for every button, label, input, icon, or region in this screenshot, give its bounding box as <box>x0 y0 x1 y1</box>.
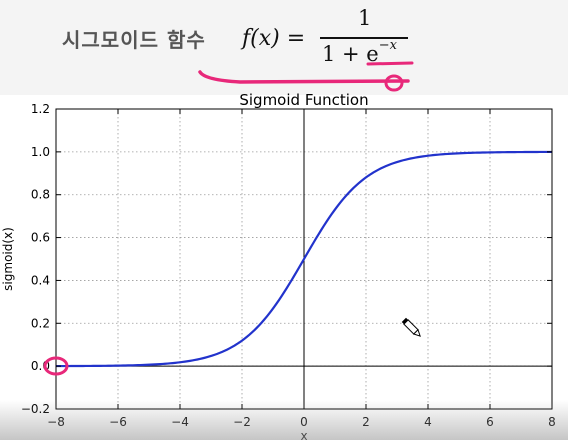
formula-numerator: 1 <box>358 6 372 30</box>
tick-labels: −8 −6 −4 −2 0 2 4 6 8−0.20.00.20.40.60.81.01.2 <box>21 102 556 429</box>
series-layer <box>56 150 552 368</box>
x-tick-label: −2 <box>233 415 251 429</box>
x-tick-label: 0 <box>300 415 308 429</box>
formula-fraction-bar <box>320 37 408 39</box>
formula-denominator-base: 1 + e <box>322 42 379 66</box>
y-axis-label: sigmoid(x) <box>1 227 15 291</box>
y-tick-label: 0.2 <box>31 316 50 330</box>
sigmoid-curve <box>56 150 552 368</box>
annotation-circle-zero <box>384 74 404 92</box>
formula-lhs: f(x) = <box>242 26 306 51</box>
pen-annotations <box>43 61 414 376</box>
formula-denominator: 1 + e−x <box>322 38 397 66</box>
x-tick-label: 2 <box>362 415 370 429</box>
sigmoid-formula: f(x) = 1 1 + e−x <box>242 6 417 66</box>
chart-title: Sigmoid Function <box>239 91 368 109</box>
header-band <box>0 0 568 95</box>
annotation-circle-y-origin <box>43 356 69 376</box>
y-tick-label: 1.2 <box>31 102 50 116</box>
annotation-underline-formula <box>198 70 410 84</box>
x-tick-label: 6 <box>486 415 494 429</box>
annotation-underline-exponent <box>366 61 414 66</box>
pencil-cursor-icon <box>401 317 421 337</box>
y-tick-label: 1.0 <box>31 145 50 159</box>
x-tick-label: −4 <box>171 415 189 429</box>
formula-denominator-exponent: −x <box>378 38 397 53</box>
y-tick-label: 0.8 <box>31 188 50 202</box>
y-tick-label: −0.2 <box>21 402 50 416</box>
korean-title: 시그모이드 함수 <box>62 28 206 52</box>
x-tick-label: 8 <box>548 415 556 429</box>
y-tick-label: 0.6 <box>31 231 50 245</box>
x-axis-label: x <box>300 429 307 440</box>
x-tick-label: −8 <box>47 415 65 429</box>
x-tick-label: 4 <box>424 415 432 429</box>
x-tick-label: −6 <box>109 415 127 429</box>
y-tick-label: 0.4 <box>31 273 50 287</box>
